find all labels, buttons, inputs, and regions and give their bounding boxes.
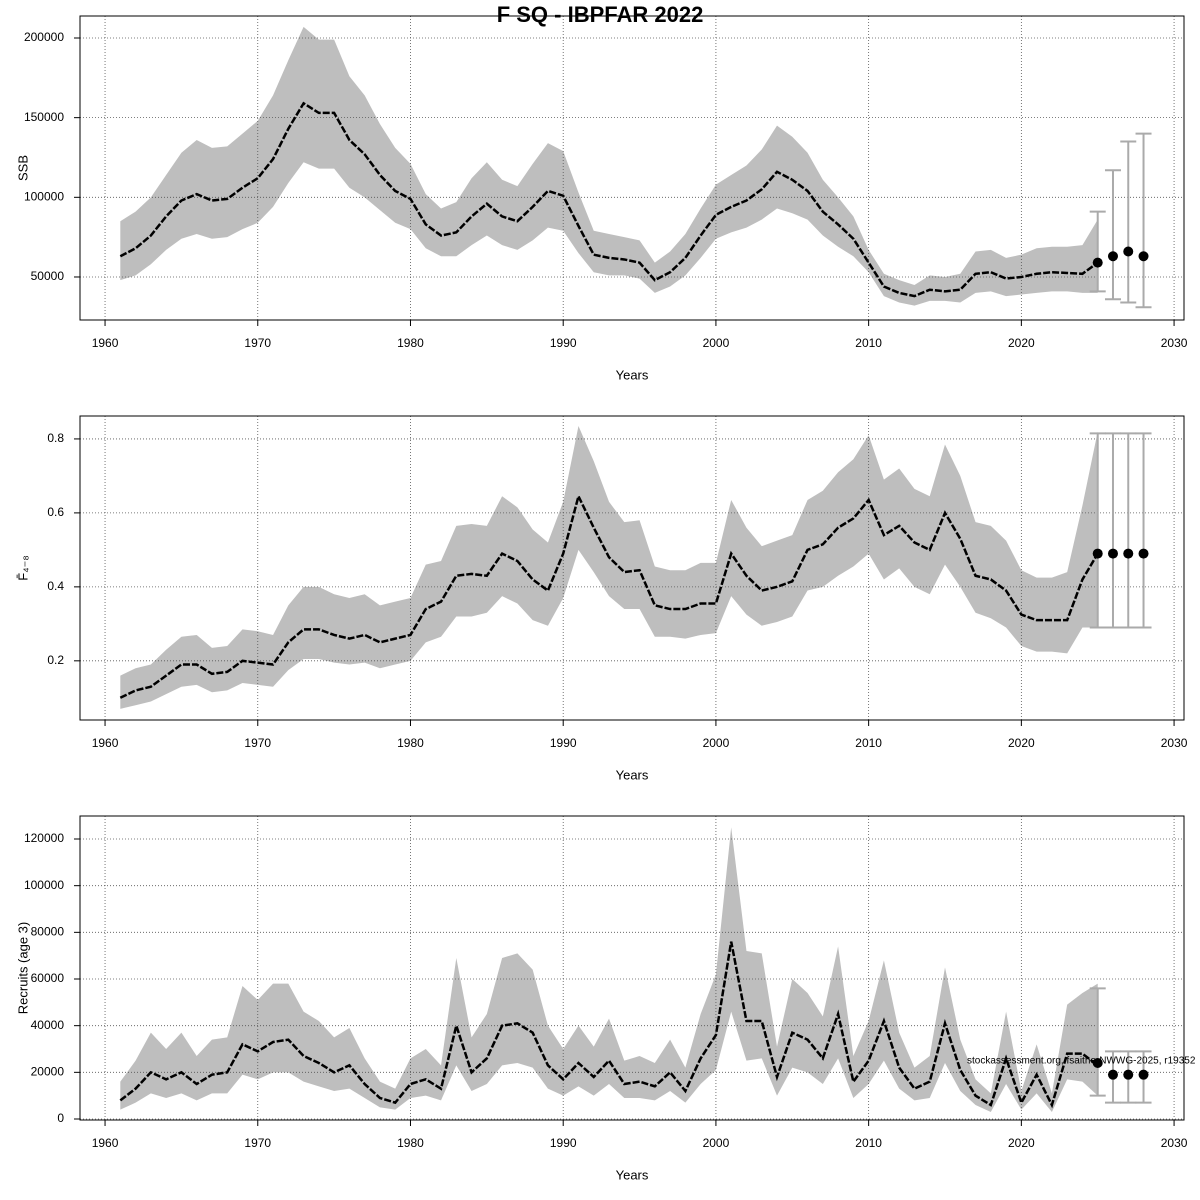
y-tick-label: 200000 (24, 30, 64, 44)
x-axis-label: Years (616, 767, 649, 782)
x-tick-label: 1960 (92, 736, 119, 750)
x-tick-label: 2010 (855, 736, 882, 750)
plot-frame (79, 815, 1185, 1121)
annotation: stockassessment.org, fsaithe-NWWG-2025, … (967, 1056, 1196, 1067)
x-tick-label: 1970 (244, 1136, 271, 1150)
forecast-point (1138, 548, 1149, 559)
forecast-point (1123, 246, 1134, 257)
y-tick-label: 60000 (31, 971, 65, 985)
forecast-point (1107, 1069, 1118, 1080)
x-tick-label: 1990 (550, 1136, 577, 1150)
x-tick-label: 1960 (92, 336, 119, 350)
y-tick-label: 80000 (31, 925, 65, 939)
y-axis-label: SSB (15, 155, 30, 181)
x-tick-label: 2000 (703, 336, 730, 350)
confidence-band (120, 26, 1098, 306)
y-tick-label: 0.8 (47, 431, 64, 445)
forecast-point (1138, 1069, 1149, 1080)
x-tick-label: 2020 (1008, 736, 1035, 750)
forecast-point (1123, 548, 1134, 559)
y-tick-label: 0.6 (47, 505, 64, 519)
x-tick-label: 2020 (1008, 336, 1035, 350)
x-tick-label: 2000 (703, 1136, 730, 1150)
y-tick-label: 20000 (31, 1065, 65, 1079)
y-tick-label: 100000 (24, 878, 64, 892)
x-tick-label: 1970 (244, 736, 271, 750)
x-tick-label: 2030 (1161, 336, 1188, 350)
x-tick-label: 2030 (1161, 736, 1188, 750)
forecast-point (1123, 1069, 1134, 1080)
x-tick-label: 1990 (550, 336, 577, 350)
figure-title: F SQ - IBPFAR 2022 (497, 2, 704, 27)
y-tick-label: 40000 (31, 1018, 65, 1032)
estimate-line (119, 492, 1099, 699)
x-tick-label: 2020 (1008, 1136, 1035, 1150)
x-tick-label: 1980 (397, 1136, 424, 1150)
x-tick-label: 1980 (397, 336, 424, 350)
forecast-point (1092, 548, 1103, 559)
x-tick-label: 1980 (397, 736, 424, 750)
y-tick-label: 0.4 (47, 579, 64, 593)
y-axis-label: Recruits (age 3) (15, 922, 30, 1014)
forecast-point (1107, 548, 1118, 559)
forecast-point (1092, 257, 1103, 268)
y-tick-label: 50000 (31, 269, 65, 283)
x-tick-label: 2000 (703, 736, 730, 750)
forecast-point (1138, 251, 1149, 262)
confidence-band (120, 827, 1098, 1112)
x-tick-label: 2010 (855, 1136, 882, 1150)
plot-frame (79, 15, 1185, 321)
x-tick-label: 2030 (1161, 1136, 1188, 1150)
confidence-band (120, 425, 1098, 709)
y-tick-label: 100000 (24, 189, 64, 203)
y-axis-label: F̄₄₋₈ (15, 555, 30, 581)
plot-frame (79, 415, 1185, 721)
y-tick-label: 0 (57, 1111, 64, 1125)
x-tick-label: 1970 (244, 336, 271, 350)
y-tick-label: 120000 (24, 831, 64, 845)
x-tick-label: 2010 (855, 336, 882, 350)
y-tick-label: 0.2 (47, 653, 64, 667)
x-axis-label: Years (616, 367, 649, 382)
estimate-line (119, 101, 1099, 298)
forecast-point (1092, 1057, 1103, 1068)
x-tick-label: 1990 (550, 736, 577, 750)
x-tick-label: 1960 (92, 1136, 119, 1150)
forecast-point (1107, 251, 1118, 262)
estimate-line (119, 941, 1099, 1109)
x-axis-label: Years (616, 1167, 649, 1182)
y-tick-label: 150000 (24, 110, 64, 124)
